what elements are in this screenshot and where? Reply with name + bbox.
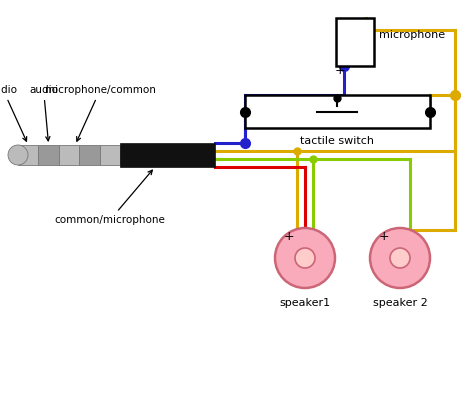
Bar [59,145,79,165]
Bar [79,145,100,165]
Text: speaker1: speaker1 [280,298,330,308]
Bar [245,95,430,128]
Circle shape [370,228,430,288]
Text: microphone/common: microphone/common [45,85,155,141]
Circle shape [295,248,315,268]
Bar [120,143,215,167]
Bar [18,145,38,165]
Text: +: + [283,230,294,243]
Text: audio: audio [29,85,58,141]
Text: +: + [378,230,389,243]
Bar [38,145,59,165]
Text: tactile switch: tactile switch [301,136,374,146]
Text: microphone: microphone [379,30,445,40]
Text: +: + [335,64,346,77]
Bar [336,18,374,66]
Bar [100,145,120,165]
Circle shape [8,145,28,165]
Circle shape [275,228,335,288]
Circle shape [390,248,410,268]
Text: common/microphone: common/microphone [55,170,165,225]
Text: audio: audio [0,85,27,141]
Text: speaker 2: speaker 2 [373,298,428,308]
